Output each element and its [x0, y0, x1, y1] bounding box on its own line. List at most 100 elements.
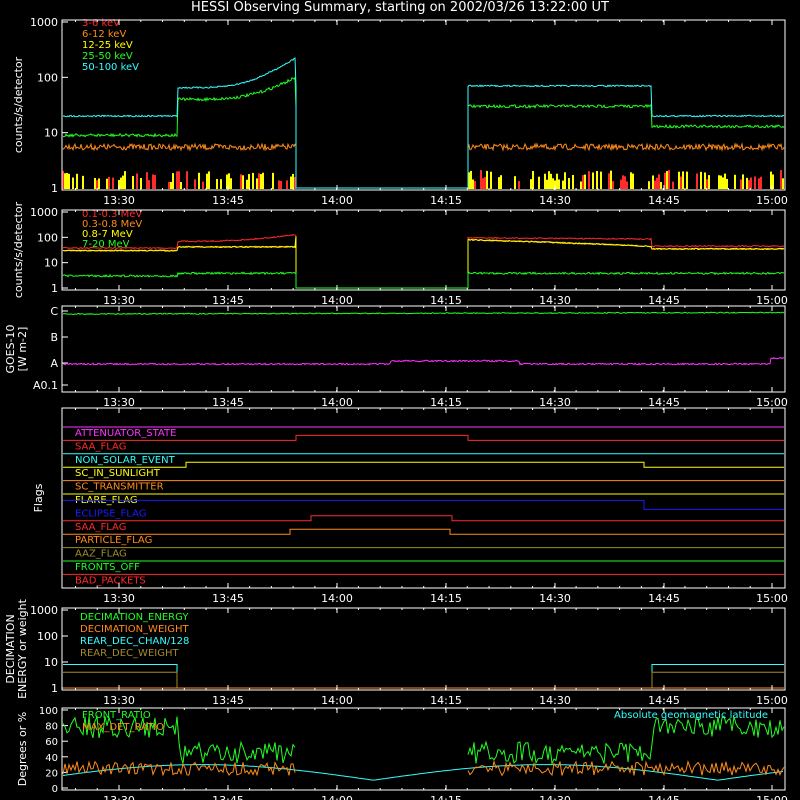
- flag-label: SC_IN_SUNLIGHT: [75, 468, 161, 479]
- legend-entry: 0.3-0.8 MeV: [82, 219, 142, 230]
- panel5-ylabel2: ENERGY or weight: [16, 598, 29, 698]
- panel-frame-2: [61, 209, 786, 291]
- legend-entry: REAR_DEC_CHAN/128: [80, 636, 189, 647]
- flag-label: ECLIPSE_FLAG: [75, 508, 146, 519]
- x-tick-label: 14:30: [539, 194, 571, 207]
- series-25-50-kev: [467, 103, 785, 129]
- legend-entry: 7-20 MeV: [82, 239, 130, 250]
- flag-line: [63, 434, 784, 441]
- x-tick-label: 13:45: [212, 396, 244, 409]
- legend-entry: MAX_DET_RATIO: [82, 722, 164, 733]
- max-det-ratio-line: [62, 760, 296, 777]
- legend-entry: 0.8-7 MeV: [82, 229, 133, 240]
- x-tick-label: 13:45: [212, 592, 244, 605]
- x-tick-label: 14:30: [539, 396, 571, 409]
- front-ratio-line: [467, 715, 785, 766]
- y-tick-label: 1000: [30, 604, 58, 617]
- y-tick-label: 20: [45, 768, 58, 779]
- panel3-ylabel: GOES-10: [4, 324, 17, 373]
- goes-long-channel: [62, 311, 785, 316]
- x-tick-label: 14:45: [648, 194, 680, 207]
- x-tick-label: 14:30: [539, 794, 571, 800]
- y-tick-label: 100: [37, 630, 58, 643]
- series-50-100-kev: [62, 57, 785, 189]
- x-tick-label: 13:45: [212, 194, 244, 207]
- y-tick-label: 10: [44, 656, 58, 669]
- flag-line: [63, 515, 784, 522]
- panel2-ylabel: counts/s/detector: [12, 201, 25, 298]
- legend-entry: DECIMATION_WEIGHT: [80, 624, 189, 635]
- x-tick-label: 13:30: [103, 294, 135, 307]
- x-tick-label: 14:45: [648, 592, 680, 605]
- y-tick-label: 10: [44, 257, 58, 270]
- x-tick-label: 13:45: [212, 794, 244, 800]
- panel4-ylabel: Flags: [32, 483, 45, 512]
- y-tick-label: 80: [45, 722, 58, 733]
- flag-label: SAA_FLAG: [75, 522, 126, 533]
- x-tick-label: 14:45: [648, 794, 680, 800]
- x-tick-label: 13:30: [103, 694, 135, 707]
- legend-entry: 25-50 keV: [82, 51, 133, 62]
- y-tick-label: 40: [45, 753, 58, 764]
- y-tick-label: 100: [39, 706, 58, 717]
- x-tick-label: 14:15: [430, 194, 462, 207]
- y-tick-label: 1000: [30, 16, 58, 29]
- x-tick-label: 14:00: [321, 396, 353, 409]
- series-0-1-0-3-mev: [62, 234, 785, 289]
- x-tick-label: 14:00: [321, 794, 353, 800]
- x-tick-label: 14:00: [321, 694, 353, 707]
- panel1-ylabel: counts/s/detector: [12, 56, 25, 153]
- series-7-20-mev: [62, 271, 785, 289]
- x-tick-label: 14:15: [430, 396, 462, 409]
- goes-short-channel: [62, 357, 785, 366]
- y-tick-label: 1: [51, 182, 58, 195]
- flag-label: BAD_PACKETS: [75, 575, 146, 586]
- geomagnetic-latitude-line: [62, 764, 784, 781]
- x-tick-label: 14:30: [539, 294, 571, 307]
- x-tick-label: 14:45: [648, 396, 680, 409]
- x-tick-label: 14:00: [321, 194, 353, 207]
- panel5-ylabel: DECIMATION: [4, 614, 17, 683]
- flag-label: ATTENUATOR_STATE: [75, 428, 176, 439]
- panel-frame-3: [61, 305, 786, 393]
- flag-label: FRONTS_OFF: [75, 562, 140, 573]
- y-tick-label: 100: [37, 231, 58, 244]
- y-tick-label: 1: [51, 282, 58, 295]
- legend-entry: 3-6 keV: [82, 18, 120, 29]
- x-tick-label: 15:00: [756, 194, 788, 207]
- y-tick-label: 60: [45, 737, 58, 748]
- rear-dec-weight-line: [63, 671, 784, 689]
- series-6-12-kev: [62, 142, 297, 152]
- legend-entry: DECIMATION_ENERGY: [80, 612, 189, 623]
- x-tick-label: 15:00: [756, 396, 788, 409]
- legend-entry: 12-25 keV: [82, 40, 133, 51]
- legend-entry: 6-12 keV: [82, 29, 126, 40]
- legend-entry: 50-100 keV: [82, 62, 139, 73]
- x-tick-label: 14:30: [539, 592, 571, 605]
- legend-entry: 0.1-0.3 MeV: [82, 209, 142, 220]
- y-tick-label: 1000: [30, 206, 58, 219]
- x-tick-label: 13:45: [212, 294, 244, 307]
- x-tick-label: 13:30: [103, 194, 135, 207]
- x-tick-label: 13:30: [103, 396, 135, 409]
- series-0-8-7-mev: [62, 236, 785, 289]
- panel-frame-1: [61, 19, 786, 191]
- x-tick-label: 14:15: [430, 592, 462, 605]
- y-tick-label: 10: [44, 127, 58, 140]
- panel3-ylabel2: [W m-2]: [16, 327, 29, 372]
- max-det-ratio-line: [467, 759, 785, 777]
- y-tick-label: 0: [52, 784, 58, 795]
- x-tick-label: 13:30: [103, 794, 135, 800]
- x-tick-label: 14:15: [430, 294, 462, 307]
- y-tick-label: B: [50, 331, 58, 344]
- y-tick-label: A0.1: [33, 379, 58, 392]
- front-ratio-line: [62, 714, 296, 764]
- x-tick-label: 15:00: [756, 294, 788, 307]
- flag-label: NON_SOLAR_EVENT: [75, 455, 176, 466]
- flag-label: PARTICLE_FLAG: [75, 535, 152, 546]
- x-tick-label: 14:00: [321, 294, 353, 307]
- y-tick-label: C: [50, 305, 58, 318]
- flag-label: SC_TRANSMITTER: [75, 482, 164, 493]
